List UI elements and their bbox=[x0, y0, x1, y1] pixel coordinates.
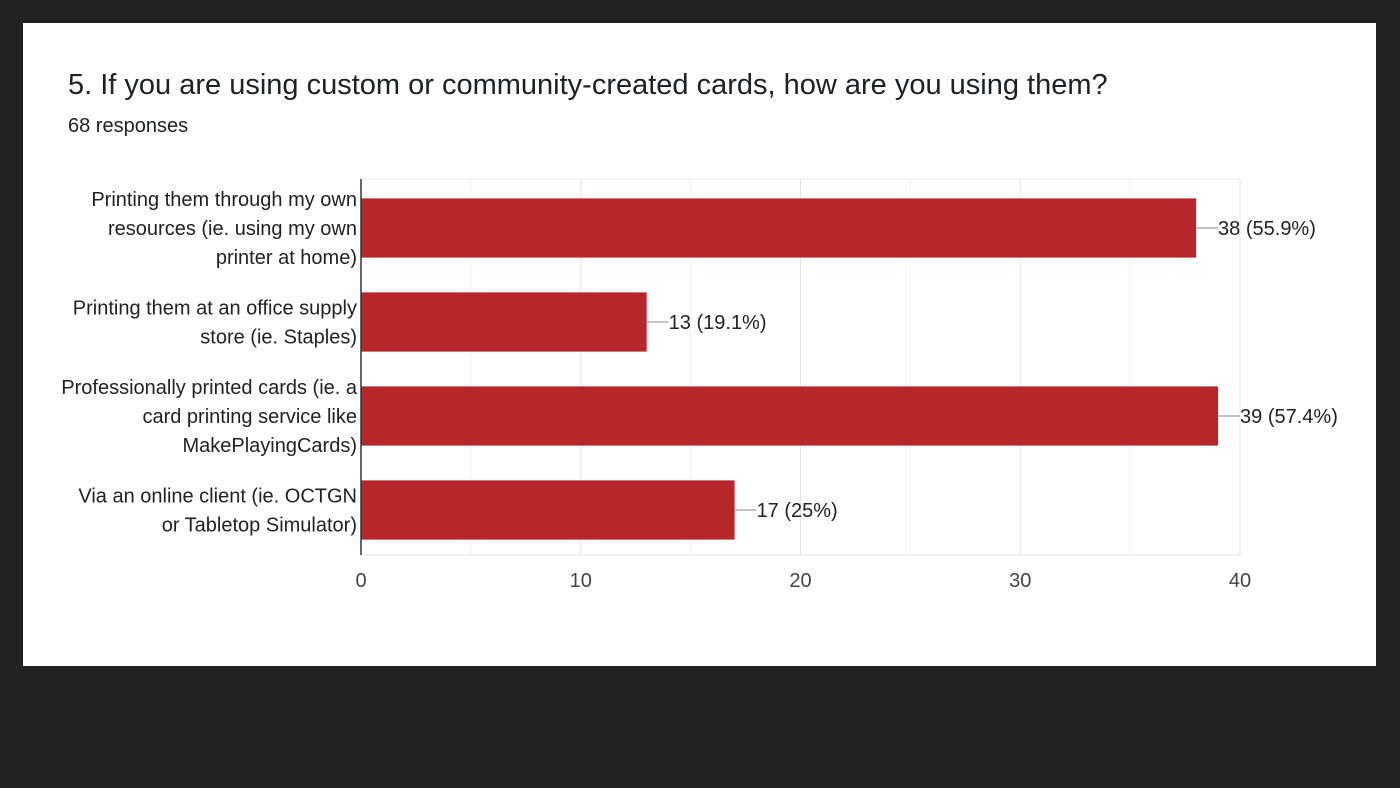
category-label: Via an online client (ie. OCTGN or Tablet… bbox=[78, 486, 357, 537]
x-tick-label: 20 bbox=[789, 570, 811, 592]
category-label: Professionally printed cards (ie. a card … bbox=[61, 377, 358, 457]
x-tick-label: 30 bbox=[1009, 570, 1031, 592]
x-tick-label: 10 bbox=[570, 570, 592, 592]
x-tick-label: 40 bbox=[1229, 570, 1251, 592]
chart-card: 5. If you are using custom or community-… bbox=[23, 23, 1376, 666]
bar bbox=[361, 198, 1197, 258]
bar bbox=[361, 480, 735, 540]
data-label: 38 (55.9%) bbox=[1218, 218, 1316, 240]
category-label: Printing them through my own resources (i… bbox=[91, 189, 357, 269]
question-title: 5. If you are using custom or community-… bbox=[68, 69, 1108, 101]
x-tick-label: 0 bbox=[355, 570, 366, 592]
data-label: 13 (19.1%) bbox=[669, 312, 767, 334]
response-count: 68 responses bbox=[68, 115, 189, 137]
bar bbox=[361, 292, 647, 352]
category-label: Printing them at an office supply store (… bbox=[73, 298, 357, 349]
data-label: 39 (57.4%) bbox=[1240, 406, 1338, 428]
data-label: 17 (25%) bbox=[757, 500, 838, 522]
bar bbox=[361, 386, 1219, 446]
